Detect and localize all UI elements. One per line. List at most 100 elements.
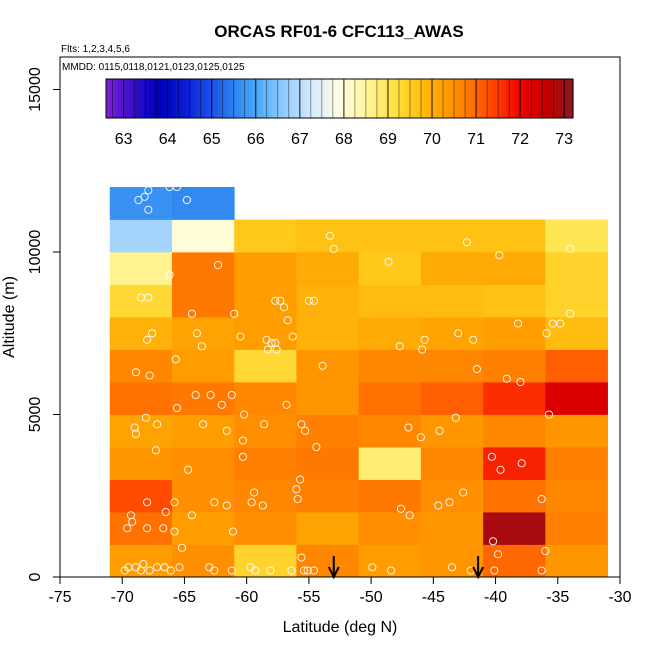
sample-point (541, 546, 550, 556)
sample-point (329, 244, 338, 253)
sample-point (144, 205, 153, 214)
colorbar-segment (120, 79, 125, 118)
colorbar-tick-label: 72 (511, 131, 529, 148)
heatmap-cell (358, 349, 422, 383)
sample-point (247, 498, 256, 507)
colorbar-segment (467, 79, 472, 118)
colorbar-segment (432, 79, 437, 118)
colorbar-segment (199, 79, 203, 118)
heatmap-cell (109, 414, 173, 448)
sample-point (222, 501, 231, 510)
colorbar-segment (222, 79, 227, 118)
heatmap-cell (234, 219, 297, 253)
colorbar-segment (281, 79, 285, 118)
sample-point (434, 501, 443, 510)
colorbar-segment (176, 79, 180, 118)
heatmap-cell (172, 187, 235, 220)
sample-point (258, 501, 267, 510)
sample-point (301, 426, 310, 435)
colorbar-segment (564, 79, 568, 118)
colorbar-segment (450, 79, 454, 118)
heatmap-cell (109, 512, 173, 545)
sample-point (187, 511, 196, 520)
x-tick-label: -30 (608, 589, 631, 606)
dates-label: MMDD: 0115,0118,0121,0123,0125,0125 (62, 62, 245, 73)
heatmap-cell (172, 219, 235, 253)
colorbar-segment (359, 79, 364, 118)
colorbar-segment (476, 79, 481, 118)
colorbar-segment (517, 79, 522, 118)
sample-point (267, 338, 276, 348)
colorbar-segment (266, 79, 271, 118)
colorbar-segment (126, 79, 130, 118)
sample-point (120, 566, 129, 575)
heatmap-cell (358, 382, 422, 415)
colorbar-segment (225, 79, 230, 118)
sample-point (238, 436, 247, 445)
colorbar-segment (234, 79, 238, 118)
colorbar-segment (106, 79, 110, 118)
heatmap-cell (420, 544, 484, 578)
colorbar-segment (181, 79, 186, 118)
sample-point (199, 420, 208, 429)
sample-point (165, 270, 174, 279)
colorbar-segment (339, 79, 344, 118)
sample-point (136, 293, 145, 302)
heatmap-cell (172, 382, 235, 415)
colorbar-segment (406, 79, 411, 118)
colorbar-segment (473, 79, 478, 118)
x-axis: -75 -70 -65 -60 -55 -50 -45 -40 -35 -30 (48, 576, 632, 606)
colorbar-segment (316, 79, 320, 118)
colorbar-segment (333, 79, 338, 118)
colorbar-segment (465, 79, 469, 118)
colorbar-segment (456, 79, 460, 118)
sample-point (309, 296, 318, 305)
colorbar-segment (278, 79, 282, 118)
sample-point (230, 309, 239, 318)
sample-point (493, 550, 503, 559)
heatmap-cells (109, 187, 608, 578)
colorbar-segment (237, 79, 241, 118)
heatmap-cell (234, 414, 297, 448)
colorbar-segment (377, 79, 381, 118)
heatmap-cell (358, 512, 422, 545)
sample-point (418, 345, 427, 354)
sample-point (502, 374, 511, 383)
sample-point (144, 186, 153, 195)
sample-point (489, 537, 498, 546)
sample-point (304, 296, 313, 305)
sample-point (293, 494, 302, 504)
colorbar-segment (272, 79, 276, 118)
colorbar-segment (301, 79, 306, 118)
colorbar-segment (441, 79, 446, 118)
sample-point (126, 511, 135, 520)
x-tick-label: -50 (360, 589, 383, 606)
colorbar-segment (310, 79, 314, 118)
colorbar-segment (470, 79, 475, 118)
colorbar-segment (289, 79, 294, 118)
heatmap-cell (483, 447, 546, 480)
colorbar-segment (435, 79, 440, 118)
heatmap-cell (545, 479, 608, 513)
colorbar-segment (146, 79, 151, 118)
heatmap-cell (234, 284, 297, 318)
sample-point (260, 420, 269, 429)
colorbar-segment (532, 79, 536, 118)
sample-point (454, 329, 463, 338)
colorbar-segment (275, 79, 279, 118)
heatmap-cell (420, 219, 484, 253)
y-tick-label: 10000 (27, 230, 44, 275)
colorbar-segment (535, 79, 539, 118)
sample-point (469, 335, 478, 344)
sample-point (160, 563, 169, 572)
colorbar-segment (447, 79, 452, 118)
heatmap-cell (483, 252, 546, 285)
heatmap-cell (172, 414, 235, 448)
colorbar-segment (555, 79, 560, 118)
sample-point (496, 465, 505, 474)
sample-point (172, 403, 182, 413)
sample-point (395, 342, 404, 351)
x-tick-label: -70 (111, 589, 134, 606)
colorbar-tick-label: 69 (379, 131, 397, 148)
sample-point (206, 390, 215, 400)
